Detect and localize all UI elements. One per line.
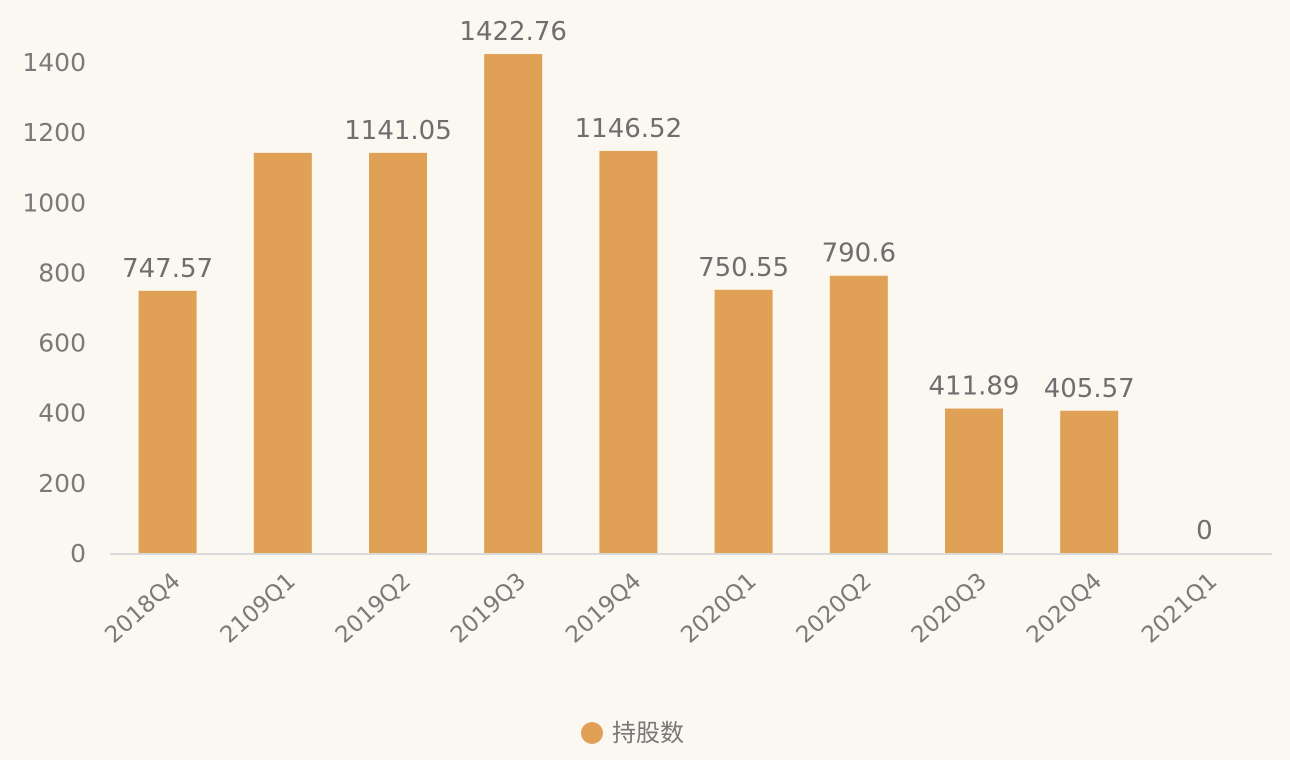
bar[interactable]	[253, 152, 312, 554]
x-tick-label: 2018Q4	[100, 568, 185, 648]
data-label: 1422.76	[459, 17, 567, 47]
bar[interactable]	[599, 150, 658, 553]
x-tick-label: 2109Q1	[216, 568, 301, 648]
data-labels-group: 747.57 1141.05 1422.76 1146.52 750.55 790.6 41…	[122, 17, 1213, 546]
y-tick-label: 1200	[22, 118, 86, 147]
y-tick-label: 800	[38, 258, 86, 287]
x-tick-label: 2020Q4	[1022, 568, 1107, 648]
x-tick-label: 2019Q4	[561, 568, 646, 648]
bar[interactable]	[138, 290, 197, 553]
x-tick-label: 2020Q3	[907, 568, 992, 648]
data-label: 0	[1196, 516, 1213, 546]
bar[interactable]	[829, 275, 888, 553]
y-tick-label: 200	[38, 469, 86, 498]
data-label: 1141.05	[344, 116, 452, 146]
data-label: 411.89	[929, 372, 1020, 402]
y-tick-label: 1000	[22, 188, 86, 217]
x-tick-label: 2020Q2	[792, 568, 877, 648]
data-label: 750.55	[698, 253, 789, 283]
bars-group	[138, 54, 1119, 554]
y-tick-label: 600	[38, 329, 86, 358]
bar[interactable]	[714, 289, 773, 553]
legend[interactable]: 持股数	[581, 719, 684, 747]
x-tick-label: 2019Q2	[331, 568, 416, 648]
x-tick-label: 2020Q1	[676, 568, 761, 648]
legend-marker-icon	[581, 722, 603, 744]
bar[interactable]	[945, 408, 1003, 553]
data-label: 405.57	[1044, 374, 1135, 404]
bar[interactable]	[369, 152, 427, 554]
y-tick-label: 400	[38, 399, 86, 428]
x-tick-label: 2019Q3	[446, 568, 531, 648]
data-label: 790.6	[822, 239, 896, 269]
y-tick-label: 1400	[22, 48, 86, 77]
data-label: 747.57	[122, 254, 213, 284]
x-axis: 2018Q4 2109Q1 2019Q2 2019Q3 2019Q4 2020Q1 2020…	[100, 568, 1222, 648]
x-tick-label: 2021Q1	[1137, 568, 1222, 648]
y-axis: 0 200 400 600 800 1000 1200 1400	[22, 48, 86, 568]
bar[interactable]	[484, 54, 543, 554]
data-label: 1146.52	[575, 114, 683, 144]
legend-label: 持股数	[612, 719, 684, 747]
y-tick-label: 0	[70, 539, 86, 568]
bar[interactable]	[1060, 410, 1119, 553]
